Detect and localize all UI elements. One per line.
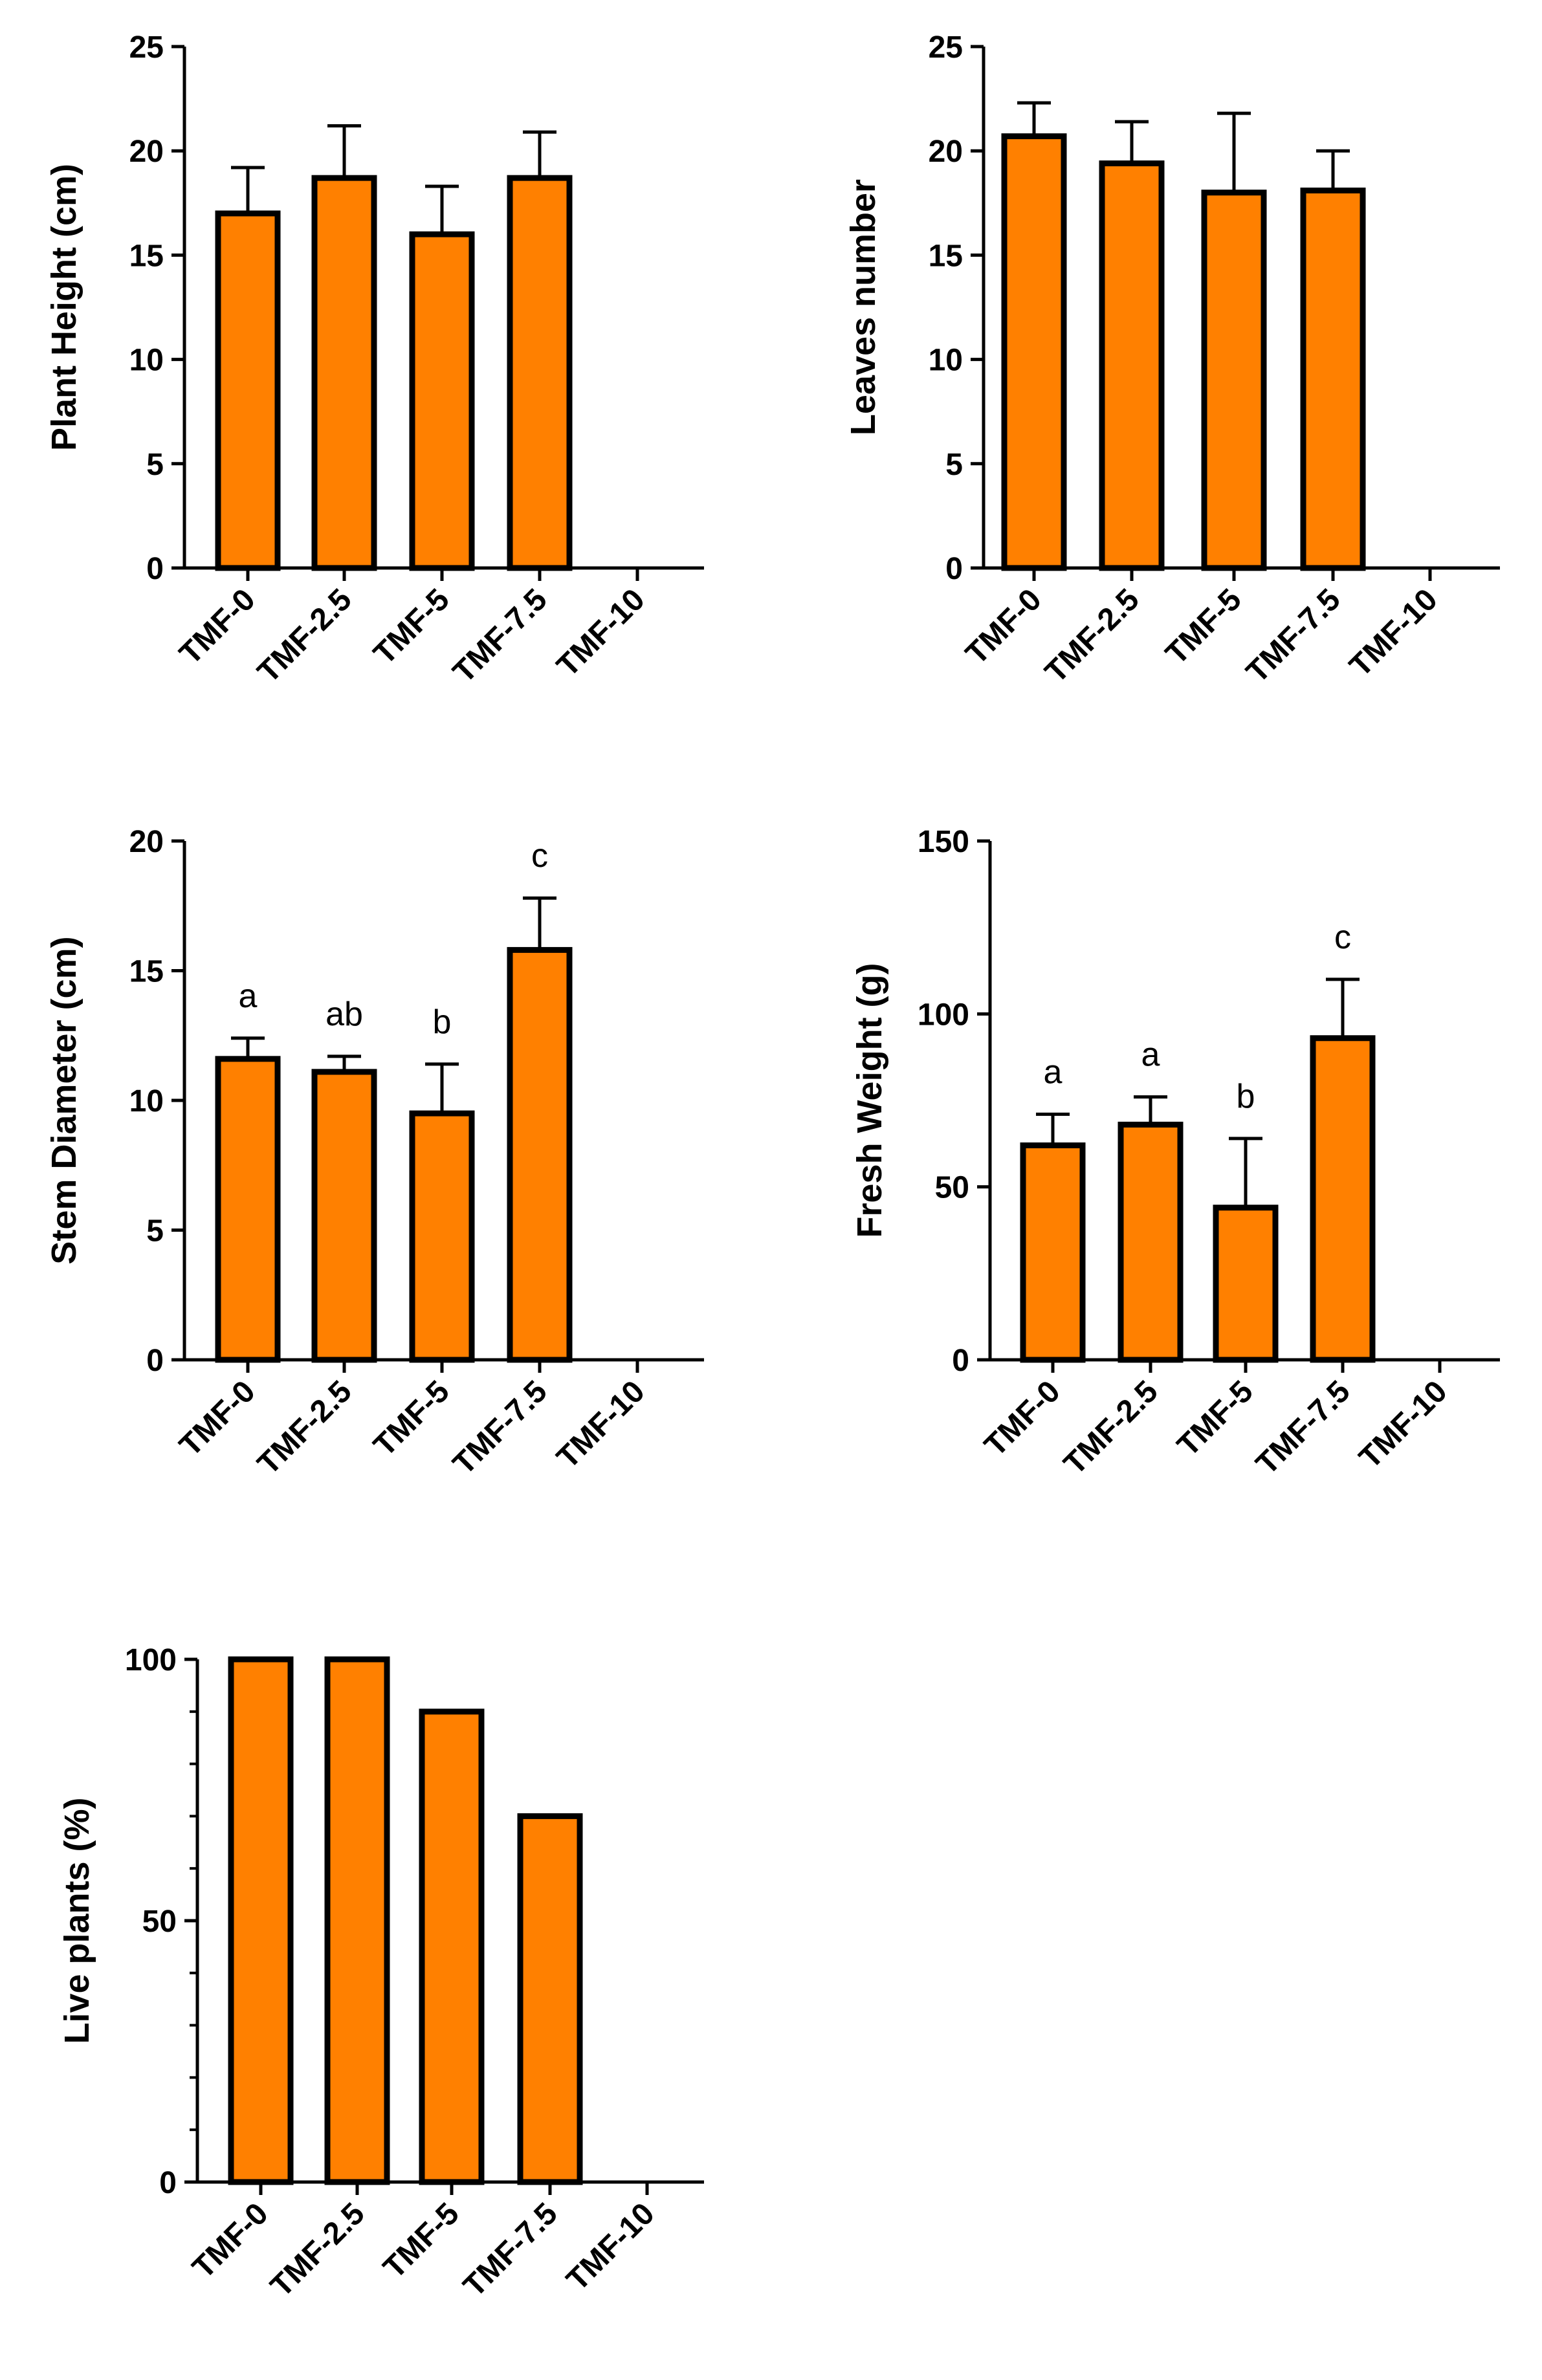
chart5-ytick-label-2: 100	[125, 1643, 177, 1677]
chart5-xtick-label-0: TMF-0	[186, 2196, 274, 2285]
chart3-xtick-label-3: TMF-7.5	[446, 1374, 554, 1481]
chart5-bar-1	[324, 1656, 390, 2185]
chart2-ytick-label-4: 20	[929, 135, 963, 169]
chart4-bar-0	[1020, 1142, 1086, 1363]
chart1-ytick-label-3: 15	[129, 239, 164, 273]
chart4-annotation-2: b	[1237, 1078, 1255, 1115]
chart5-bar-3	[517, 1813, 583, 2185]
chart4-ytick-label-2: 100	[918, 998, 969, 1032]
chart5-ytick-label-1: 50	[142, 1905, 177, 1939]
chart3-ytick-label-2: 10	[129, 1084, 164, 1119]
chart1-ylabel: Plant Height (cm)	[45, 164, 83, 451]
chart1-xtick-label-2: TMF-5	[367, 582, 456, 671]
chart5-xtick-label-4: TMF-10	[560, 2196, 661, 2297]
chart3-bar-2	[409, 1110, 475, 1363]
chart4-bar-3	[1310, 1035, 1376, 1363]
chart3-annotation-3: c	[531, 837, 548, 875]
chart5-xtick-label-1: TMF-2.5	[264, 2196, 371, 2304]
chart1-bar-2	[409, 231, 475, 571]
chart4-xtick-label-4: TMF-10	[1353, 1374, 1454, 1475]
chart2-xtick-label-4: TMF-10	[1343, 582, 1444, 683]
chart4-annotation-3: c	[1334, 919, 1351, 956]
chart2-ytick-label-1: 5	[945, 448, 963, 482]
chart5-xtick-label-2: TMF-5	[377, 2196, 465, 2285]
chart4-ytick-label-0: 0	[952, 1344, 969, 1378]
chart2-ylabel: Leaves number	[844, 179, 883, 435]
chart4-xtick-label-1: TMF-2.5	[1057, 1374, 1165, 1481]
chart3-annotation-2: b	[433, 1003, 452, 1041]
chart2-xtick-label-1: TMF-2.5	[1039, 582, 1146, 690]
chart1-xtick-label-3: TMF-7.5	[446, 582, 554, 690]
chart4-ytick-label-1: 50	[935, 1171, 969, 1205]
chart3-ylabel: Stem Diameter (cm)	[45, 936, 83, 1264]
chart3-xtick-label-0: TMF-0	[173, 1374, 261, 1463]
chart2-bar-1	[1099, 160, 1165, 571]
chart2-bar-2	[1201, 190, 1267, 571]
chart1-ytick-label-2: 10	[129, 344, 164, 378]
chart1-xtick-label-0: TMF-0	[173, 582, 261, 671]
chart2-xtick-label-3: TMF-7.5	[1240, 582, 1347, 690]
chart5-ylabel: Live plants (%)	[58, 1797, 96, 2044]
chart2-xtick-label-2: TMF-5	[1159, 582, 1248, 671]
chart4-ylabel: Fresh Weight (g)	[850, 963, 889, 1238]
chart3-bar-0	[215, 1056, 281, 1363]
chart1-xtick-label-1: TMF-2.5	[251, 582, 358, 690]
chart2-bar-3	[1300, 187, 1366, 571]
chart3-bar-3	[507, 946, 573, 1363]
chart5-ytick-label-0: 0	[159, 2166, 177, 2200]
chart4-annotation-1: a	[1141, 1036, 1160, 1074]
chart1-xtick-label-4: TMF-10	[551, 582, 652, 683]
chart2-bar-0	[1001, 133, 1067, 571]
chart3-bar-1	[311, 1069, 377, 1363]
chart2-xtick-label-0: TMF-0	[959, 582, 1048, 671]
chart1-ytick-label-4: 20	[129, 135, 164, 169]
chart2-ytick-label-0: 0	[945, 552, 963, 586]
chart3-xtick-label-4: TMF-10	[551, 1374, 652, 1475]
chart1-bar-0	[215, 210, 281, 571]
chart2-ytick-label-2: 10	[929, 344, 963, 378]
chart3-xtick-label-1: TMF-2.5	[251, 1374, 358, 1481]
chart3-annotation-0: a	[239, 977, 258, 1015]
chart4-xtick-label-2: TMF-5	[1171, 1374, 1259, 1463]
chart4-ytick-label-3: 150	[918, 825, 969, 859]
chart1-bar-1	[311, 175, 377, 571]
chart1-bar-3	[507, 175, 573, 571]
chart2-ytick-label-3: 15	[929, 239, 963, 273]
chart4-bar-1	[1118, 1121, 1184, 1363]
chart5-xtick-label-3: TMF-7.5	[457, 2196, 564, 2304]
chart1-ytick-label-1: 5	[146, 448, 164, 482]
chart3-ytick-label-4: 20	[129, 825, 164, 859]
chart5-bar-0	[228, 1656, 294, 2185]
chart4-annotation-0: a	[1044, 1053, 1063, 1091]
chart5-bar-2	[419, 1709, 485, 2185]
chart1-ytick-label-5: 25	[129, 30, 164, 65]
chart1-ytick-label-0: 0	[146, 552, 164, 586]
chart3-ytick-label-1: 5	[146, 1214, 164, 1249]
chart3-annotation-1: ab	[325, 996, 363, 1033]
chart3-ytick-label-0: 0	[146, 1344, 164, 1378]
chart2-ytick-label-5: 25	[929, 30, 963, 65]
chart4-bar-2	[1213, 1205, 1279, 1363]
chart4-xtick-label-0: TMF-0	[978, 1374, 1066, 1463]
chart3-xtick-label-2: TMF-5	[367, 1374, 456, 1463]
chart4-xtick-label-3: TMF-7.5	[1250, 1374, 1357, 1481]
chart3-ytick-label-3: 15	[129, 955, 164, 989]
